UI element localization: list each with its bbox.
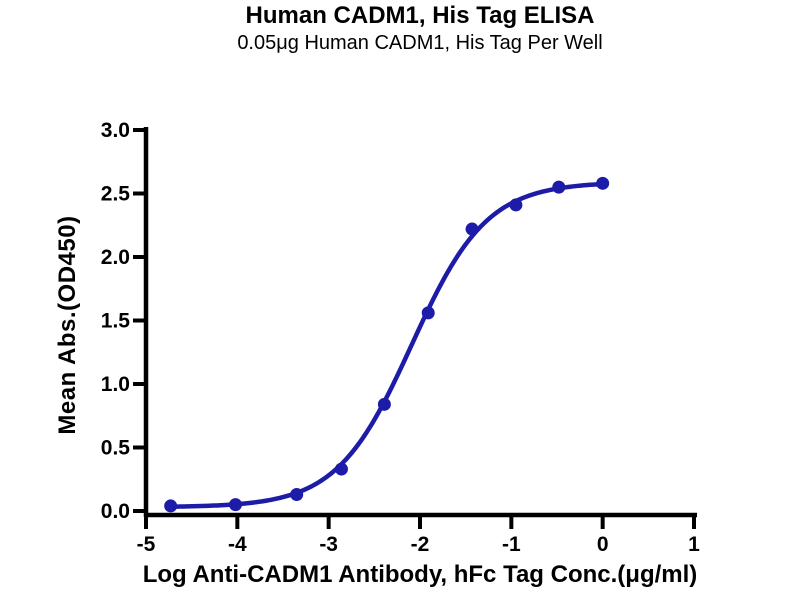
data-point <box>596 176 610 190</box>
x-tick-label: -5 <box>137 533 156 556</box>
y-tick-label: 1.0 <box>101 373 130 396</box>
chart-title: Human CADM1, His Tag ELISA <box>245 2 595 29</box>
data-point <box>334 462 348 476</box>
data-point <box>552 180 566 194</box>
data-point <box>421 306 435 320</box>
y-axis-title: Mean Abs.(OD450) <box>54 215 81 435</box>
dose-response-curve <box>168 181 605 509</box>
y-tick-label: 2.5 <box>101 183 131 206</box>
y-tick-label: 1.5 <box>101 310 131 333</box>
data-point <box>229 498 243 512</box>
x-tick-label: 0 <box>597 533 609 556</box>
x-tick-label: -1 <box>502 533 521 556</box>
x-axis-title: Log Anti-CADM1 Antibody, hFc Tag Conc.(μ… <box>142 561 698 588</box>
data-point <box>465 222 479 236</box>
data-point <box>509 198 523 212</box>
x-tick-label: -3 <box>319 533 338 556</box>
chart-subtitle: 0.05μg Human CADM1, His Tag Per Well <box>237 32 603 54</box>
y-tick-label: 3.0 <box>101 119 130 142</box>
data-point <box>164 499 178 513</box>
data-point <box>290 487 304 501</box>
y-tick-label: 0.5 <box>101 437 131 460</box>
y-tick-label: 2.0 <box>101 246 130 269</box>
x-tick-label: -4 <box>228 533 247 556</box>
data-point <box>377 397 391 411</box>
y-tick-label: 0.0 <box>101 500 130 523</box>
x-tick-label: -2 <box>411 533 430 556</box>
x-tick-label: 1 <box>688 533 700 556</box>
